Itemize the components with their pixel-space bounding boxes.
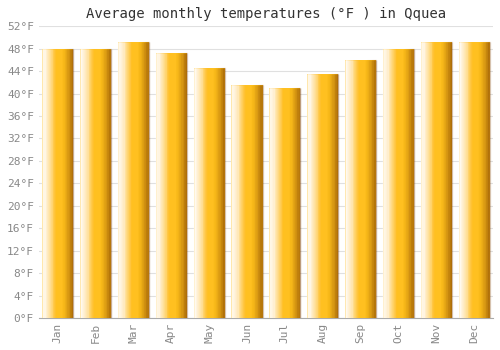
Bar [194, 68, 224, 318]
Bar [156, 52, 187, 318]
Bar [421, 42, 452, 318]
Bar [118, 42, 149, 318]
Bar [80, 49, 111, 318]
Bar [458, 42, 490, 318]
Bar [232, 85, 262, 318]
Bar [42, 49, 74, 318]
Title: Average monthly temperatures (°F ) in Qquea: Average monthly temperatures (°F ) in Qq… [86, 7, 446, 21]
Bar [345, 60, 376, 318]
Bar [270, 88, 300, 318]
Bar [383, 49, 414, 318]
Bar [307, 74, 338, 318]
